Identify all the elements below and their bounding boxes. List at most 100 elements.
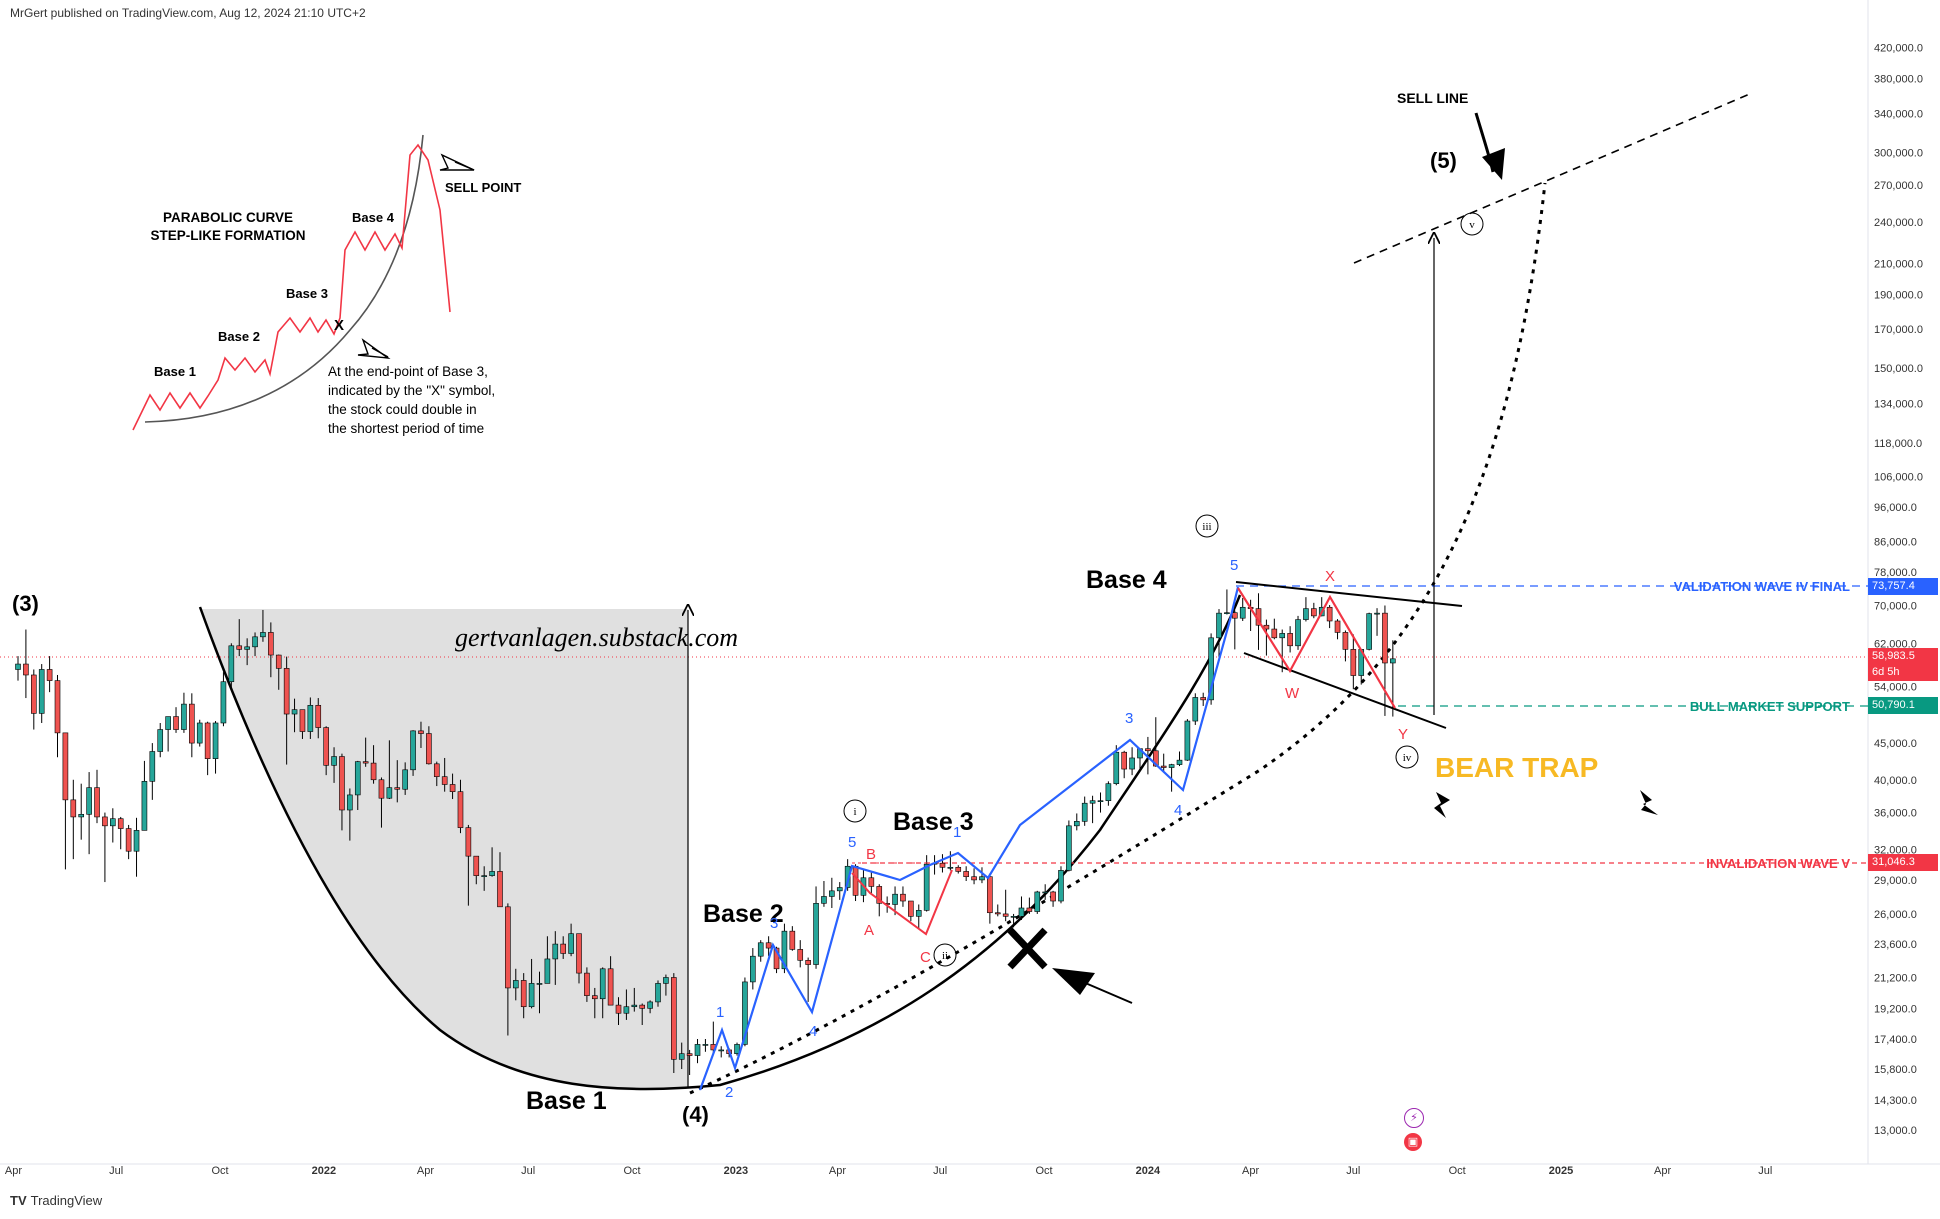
time-axis[interactable]: Apr Jul Oct 2022 Apr Jul Oct 2023 Apr Jul Oct 2024 A… [5,1165,1772,1177]
inset-x: X [334,317,344,334]
price-tick-label: 420,000.0 [1874,42,1923,54]
candle-body [1160,765,1167,768]
price-tick-label: 17,400.0 [1874,1034,1917,1046]
candle-body [1121,751,1127,770]
candle-body [157,729,164,752]
time-tick-label: Jul [1758,1165,1772,1177]
blue-count-2: 2 [725,1084,733,1101]
label-c: C [920,949,931,966]
label-base2: Base 2 [703,900,784,928]
candle-body [955,866,962,872]
candle-body [852,865,859,896]
label-bear-trap: BEAR TRAP [1435,752,1598,783]
badge-current-price: 58,983.5 [1868,648,1938,665]
lightning-event-icon[interactable]: ⚡ [1404,1108,1424,1128]
price-tick-label: 86,000.0 [1874,536,1917,548]
price-tick-label: 170,000.0 [1874,324,1923,336]
candle-body [607,968,614,1006]
candle-body [639,1004,646,1009]
candle-body [78,814,85,818]
inset-sell-point: SELL POINT [445,180,521,195]
candle-body [426,733,432,765]
candle-body [979,876,985,881]
candle-body [268,632,274,656]
candle-body [339,756,345,811]
inset-base1: Base 1 [154,364,196,379]
candle-body [275,654,282,669]
candle-body [1097,800,1104,802]
price-tick-label: 118,000.0 [1874,438,1922,450]
time-tick-label: 2024 [1136,1165,1161,1177]
candle-body [1002,913,1009,917]
candle-body [473,855,480,876]
candle-body [615,1004,622,1014]
watermark: gertvanlagen.substack.com [455,623,738,652]
inset-title-1: PARABOLIC CURVE [163,210,293,225]
badge-invalidation: 31,046.3 [1868,854,1938,871]
candle-body [1232,612,1238,619]
time-tick-label: Oct [1035,1165,1052,1177]
candle-body [1271,628,1278,639]
sell-line [1353,92,1753,264]
candle-body [212,722,219,759]
candle-body [947,866,954,869]
price-tick-label: 78,000.0 [1874,567,1917,579]
candle-body [963,871,969,878]
blue-wave-line [698,586,1240,1091]
time-tick-label: Jul [933,1165,947,1177]
candle-body [1334,620,1341,633]
candle-body [38,669,45,714]
candle-body [465,827,472,857]
flag-event-icon[interactable]: ▣ [1404,1133,1422,1151]
price-axis[interactable]: 420,000.0 380,000.0 340,000.0 300,000.0 270,… [1874,42,1923,1136]
candle-body [31,674,37,714]
candle-body [923,863,930,911]
candle-body [481,875,487,877]
candle-body [742,981,748,1045]
label-wave4: (4) [682,1102,709,1127]
candle-body [576,933,582,974]
candle-body [1239,606,1246,619]
price-tick-label: 45,000.0 [1874,738,1917,750]
candle-body [797,949,804,961]
candle-body [805,960,811,965]
label-x: X [1325,568,1335,585]
candle-body [236,645,243,650]
candle-body [370,762,377,781]
x-pointer-arrow [1052,968,1133,1004]
inset-red-steps [132,143,451,431]
candle-body [1152,750,1159,767]
time-tick-label: Apr [1242,1165,1259,1177]
badge-support: 50,790.1 [1868,697,1938,714]
candle-body [599,968,606,1000]
inset-note-2: indicated by the "X" symbol, [328,383,495,398]
time-tick-label: Oct [623,1165,640,1177]
price-tick-label: 19,200.0 [1874,1003,1917,1015]
tradingview-brand: TradingView [30,1193,103,1208]
candle-body [1350,649,1357,676]
time-tick-label: Oct [211,1165,228,1177]
candle-body [552,943,559,960]
candle-body [1303,608,1309,620]
candle-body [386,787,393,799]
inset-note-3: the stock could double in [328,402,477,417]
candle-body [283,668,290,715]
sell-line-arrow [1474,112,1505,180]
candle-body [347,794,353,811]
candle-body [1058,870,1064,902]
candle-body [1168,764,1175,768]
candle-body [765,942,772,949]
candle-body [441,776,448,785]
tradingview-footer[interactable]: TV TradingView [10,1193,102,1208]
candle-body [1295,619,1301,647]
candle-body [489,871,495,876]
price-tick-label: 15,800.0 [1874,1064,1917,1076]
price-tick-label: 190,000.0 [1874,290,1923,302]
blue-count-4a: 4 [809,1023,817,1040]
candle-body [718,1049,725,1052]
candle-body [528,983,535,1008]
red-wxy-line [1237,587,1396,709]
label-w: W [1285,685,1300,702]
candle-body [750,955,756,983]
